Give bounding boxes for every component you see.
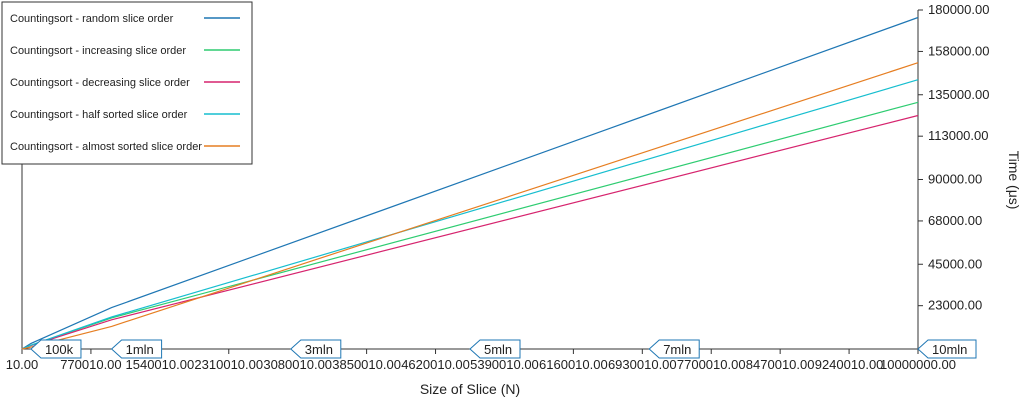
legend-label: Countingsort - half sorted slice order — [10, 109, 188, 121]
x-marker-flag — [110, 339, 163, 359]
x-tick-label: 8470010.00 — [746, 357, 815, 372]
x-marker-label: 100k — [45, 342, 74, 357]
x-marker-3mln: 3mln — [290, 339, 342, 359]
y-tick-label: 158000.00 — [928, 43, 989, 58]
x-marker-7mln: 7mln — [648, 339, 700, 359]
legend-box — [1, 1, 253, 165]
x-tick-label: 2310010.00 — [194, 357, 263, 372]
legend-label: Countingsort - decreasing slice order — [10, 77, 190, 89]
x-marker-flag — [917, 339, 977, 359]
legend-entry: Countingsort - decreasing slice order — [10, 77, 240, 89]
y-tick-label: 113000.00 — [928, 128, 989, 143]
series-line-4 — [21, 62, 919, 350]
x-tick-label: 4620010.00 — [401, 357, 470, 372]
x-tick-label: 5390010.00 — [470, 357, 539, 372]
x-markers: 100k 1mln 3mln 5mln 7mln 10mln — [30, 339, 977, 359]
series-lines — [21, 16, 919, 350]
x-marker-10mln: 10mln — [917, 339, 977, 359]
x-tick-label: 6930010.00 — [608, 357, 677, 372]
x-marker-label: 5mln — [484, 342, 512, 357]
legend: Countingsort - random slice order Countin… — [1, 1, 253, 165]
x-axis-title: Size of Slice (N) — [420, 381, 520, 397]
y-axis-title: Time (μs) — [1006, 151, 1022, 210]
x-tick-label: 770010.00 — [60, 357, 121, 372]
x-tick-label: 3080010.00 — [263, 357, 332, 372]
y-tick-label: 23000.00 — [928, 298, 982, 313]
legend-label: Countingsort - almost sorted slice order — [10, 141, 202, 153]
series-line-3 — [21, 79, 919, 350]
y-tick-label: 135000.00 — [928, 87, 989, 102]
x-tick-label: 3850010.00 — [332, 357, 401, 372]
x-tick-label: 10.00 — [6, 357, 39, 372]
legend-label: Countingsort - random slice order — [10, 13, 174, 25]
x-marker-flag — [30, 339, 82, 359]
y-tick-label: 90000.00 — [928, 172, 982, 187]
y-tick-label: 180000.00 — [928, 2, 989, 17]
x-marker-label: 3mln — [305, 342, 333, 357]
legend-label: Countingsort - increasing slice order — [10, 45, 186, 57]
series-line-0 — [21, 16, 919, 350]
x-marker-label: 7mln — [663, 342, 691, 357]
legend-entry: Countingsort - half sorted slice order — [10, 109, 240, 121]
legend-entry: Countingsort - random slice order — [10, 13, 240, 25]
x-marker-100k: 100k — [30, 339, 82, 359]
x-marker-flag — [290, 339, 342, 359]
x-tick-label: 6160010.00 — [539, 357, 608, 372]
x-tick-label: 10000000.00 — [880, 357, 956, 372]
x-tick-label: 1540010.00 — [126, 357, 195, 372]
tick-labels: 10.00 770010.00 1540010.00 2310010.00 308001… — [6, 2, 990, 372]
x-tick-label: 9240010.00 — [815, 357, 884, 372]
x-marker-5mln: 5mln — [469, 339, 521, 359]
y-tick-label: 68000.00 — [928, 213, 982, 228]
x-marker-flag — [648, 339, 700, 359]
x-marker-flag — [469, 339, 521, 359]
y-tick-label: 45000.00 — [928, 256, 982, 271]
x-marker-label: 1mln — [126, 342, 154, 357]
x-marker-1mln: 1mln — [110, 339, 163, 359]
legend-entry: Countingsort - almost sorted slice order — [10, 141, 240, 153]
legend-entry: Countingsort - increasing slice order — [10, 45, 240, 57]
x-marker-label: 10mln — [932, 342, 967, 357]
x-tick-label: 7700010.00 — [677, 357, 746, 372]
